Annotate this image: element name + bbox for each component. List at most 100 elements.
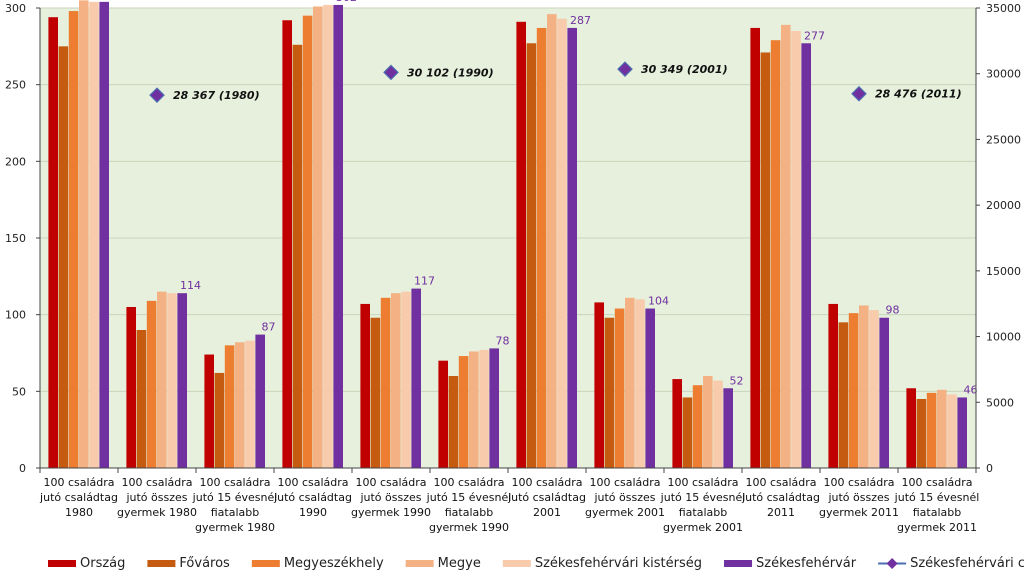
y2-tick-label: 25000 [986,133,1021,146]
legend-label: Megye [438,556,481,571]
bar-sz-kesfeh-rv-ri-kist-rs-g [401,291,411,468]
bar-f-v-ros [760,52,771,468]
data-label: 117 [414,275,435,288]
legend-swatch [405,560,434,567]
bar-megyesz-khely [848,313,859,468]
bar-megye [469,351,479,468]
data-label: 98 [886,304,900,317]
bar-sz-kesfeh-rv-r [411,288,421,468]
bar-sz-kesfeh-rv-ri-kist-rs-g [323,4,333,469]
legend-label: Megyeszékhely [284,556,384,571]
bar-f-v-ros [292,44,303,469]
bar-sz-kesfeh-rv-r [99,1,109,468]
bar-megyesz-khely [536,27,547,469]
category-label: 100 családra jutó összes gyermek 2001 [585,476,665,519]
y-tick-label: 100 [5,309,26,322]
family-count-label: 30 349 (2001) [641,63,728,76]
bar-sz-kesfeh-rv-ri-kist-rs-g [89,1,99,468]
legend-label: Ország [80,556,125,571]
y-tick-label: 250 [5,79,26,92]
data-label: 287 [570,14,591,27]
data-label: 52 [730,374,744,387]
bar-orsz-g [204,354,214,468]
data-label: 304 [102,0,123,1]
bar-megyesz-khely [614,308,625,468]
category-label: 100 családra jutó összes gyermek 1990 [351,476,431,519]
bar-f-v-ros [838,322,849,468]
bar-orsz-g [126,307,136,468]
bar-orsz-g [48,17,58,468]
bar-sz-kesfeh-rv-r [255,334,265,468]
bar-sz-kesfeh-rv-ri-kist-rs-g [557,18,567,468]
bar-sz-kesfeh-rv-r [645,308,655,468]
bar-f-v-ros [370,317,381,468]
data-label: 87 [262,321,276,334]
bar-f-v-ros [214,372,225,468]
bar-sz-kesfeh-rv-r [567,27,577,469]
bar-orsz-g [282,20,292,469]
bar-megye [235,342,245,468]
bar-orsz-g [828,303,838,468]
y-tick-label: 50 [12,385,26,398]
category-label: 100 családra jutó 15 évesnél fiatalabb gyer… [192,476,278,534]
bar-megye [313,6,323,468]
bar-megyesz-khely [68,11,79,468]
legend-marker-swatch [886,558,898,569]
family-count-label: 28 476 (2011) [875,88,962,101]
data-label: 78 [496,334,510,347]
bar-sz-kesfeh-rv-ri-kist-rs-g [713,380,723,468]
bar-orsz-g [672,379,682,468]
y2-tick-label: 20000 [986,199,1021,212]
bar-sz-kesfeh-rv-ri-kist-rs-g [635,299,645,468]
category-label: 100 családra jutó családtag 2011 [741,476,820,519]
bar-megye [391,293,401,468]
family-count-marker [617,61,633,77]
category-label: 100 családra jutó összes gyermek 1980 [117,476,197,519]
bar-megye [79,0,89,468]
data-label: 46 [964,383,978,396]
family-count-label: 30 102 (1990) [407,66,494,79]
bar-sz-kesfeh-rv-r [801,43,811,469]
category-label: 100 családra jutó 15 évesnél fiatalabb gyer… [426,476,512,534]
legend-label: Székesfehérvári kistérség [535,556,702,571]
bar-megye [859,305,869,468]
bar-sz-kesfeh-rv-ri-kist-rs-g [167,293,177,468]
bar-megyesz-khely [692,385,703,468]
bar-sz-kesfeh-rv-r [177,293,187,468]
bar-megye [703,376,713,468]
data-label: 104 [648,295,669,308]
family-count-marker [851,85,867,102]
y-tick-label: 200 [5,155,26,168]
bar-orsz-g [516,21,526,469]
category-label: 100 családra jutó 15 évesnél fiatalabb gyer… [894,476,980,534]
family-count-marker [383,64,399,81]
bar-sz-kesfeh-rv-ri-kist-rs-g [947,394,957,468]
y2-tick-label: 5000 [986,396,1014,409]
category-label: 100 családra jutó családtag 1980 [39,476,118,519]
bar-f-v-ros [448,376,459,468]
legend: Ország Főváros Megyeszékhely Megye Székesfeh… [48,556,1024,571]
bar-sz-kesfeh-rv-ri-kist-rs-g [869,310,879,468]
bar-megyesz-khely [926,392,937,468]
bar-megyesz-khely [224,345,235,468]
bar-sz-kesfeh-rv-r [333,4,343,469]
bar-f-v-ros [604,317,615,468]
bar-f-v-ros [136,330,147,468]
bar-orsz-g [750,27,760,469]
bar-megye [157,291,167,468]
bar-sz-kesfeh-rv-ri-kist-rs-g [479,349,489,468]
data-label: 302 [336,0,357,4]
axes: 0 50 100 150 200 250 300 0 5000 10000 15000 20000 25… [5,2,1021,475]
line-series-markers: 28 367 (1980) 30 102 (1990) 30 349 (2001) 2… [149,61,962,104]
bar-megyesz-khely [770,40,781,468]
y-tick-label: 150 [5,232,26,245]
bar-sz-kesfeh-rv-ri-kist-rs-g [791,31,801,468]
legend-swatch [502,560,531,567]
family-count-label: 28 367 (1980) [173,89,260,102]
bar-megyesz-khely [458,356,469,468]
bar-megye [547,14,557,469]
legend-label: Székesfehérvár [756,556,857,571]
